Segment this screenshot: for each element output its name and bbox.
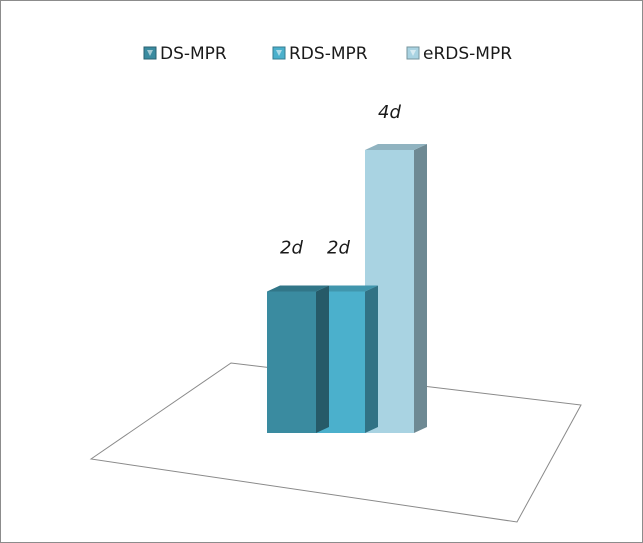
bar-side-ds-mpr	[316, 285, 329, 433]
legend-item-rds-mpr: RDS-MPR	[272, 44, 368, 64]
bar-side-erds-mpr	[414, 144, 427, 433]
bar-top-erds-mpr	[365, 144, 427, 150]
legend-label-ds-mpr: DS-MPR	[160, 44, 227, 64]
bar-side-rds-mpr	[365, 285, 378, 433]
legend-item-erds-mpr: eRDS-MPR	[406, 44, 512, 64]
chart-floor	[89, 362, 582, 523]
legend-marker-rds-mpr	[276, 50, 282, 56]
legend-marker-ds-mpr	[147, 50, 153, 56]
bars	[267, 144, 427, 433]
legend-label-rds-mpr: RDS-MPR	[289, 44, 368, 64]
legend: DS-MPR RDS-MPR eRDS-MPR	[143, 44, 512, 64]
data-labels: 2d 2d 4d	[280, 102, 401, 259]
legend-marker-erds-mpr	[410, 50, 416, 56]
bar-top-ds-mpr	[267, 285, 329, 292]
bar-front-ds-mpr	[267, 291, 316, 433]
data-label-ds-mpr: 2d	[280, 238, 303, 259]
legend-label-erds-mpr: eRDS-MPR	[423, 44, 512, 64]
bar-ds-mpr	[267, 285, 329, 433]
legend-item-ds-mpr: DS-MPR	[143, 44, 227, 64]
data-label-erds-mpr: 4d	[378, 102, 401, 123]
data-label-rds-mpr: 2d	[327, 238, 350, 259]
bar-top-rds-mpr	[316, 285, 378, 292]
